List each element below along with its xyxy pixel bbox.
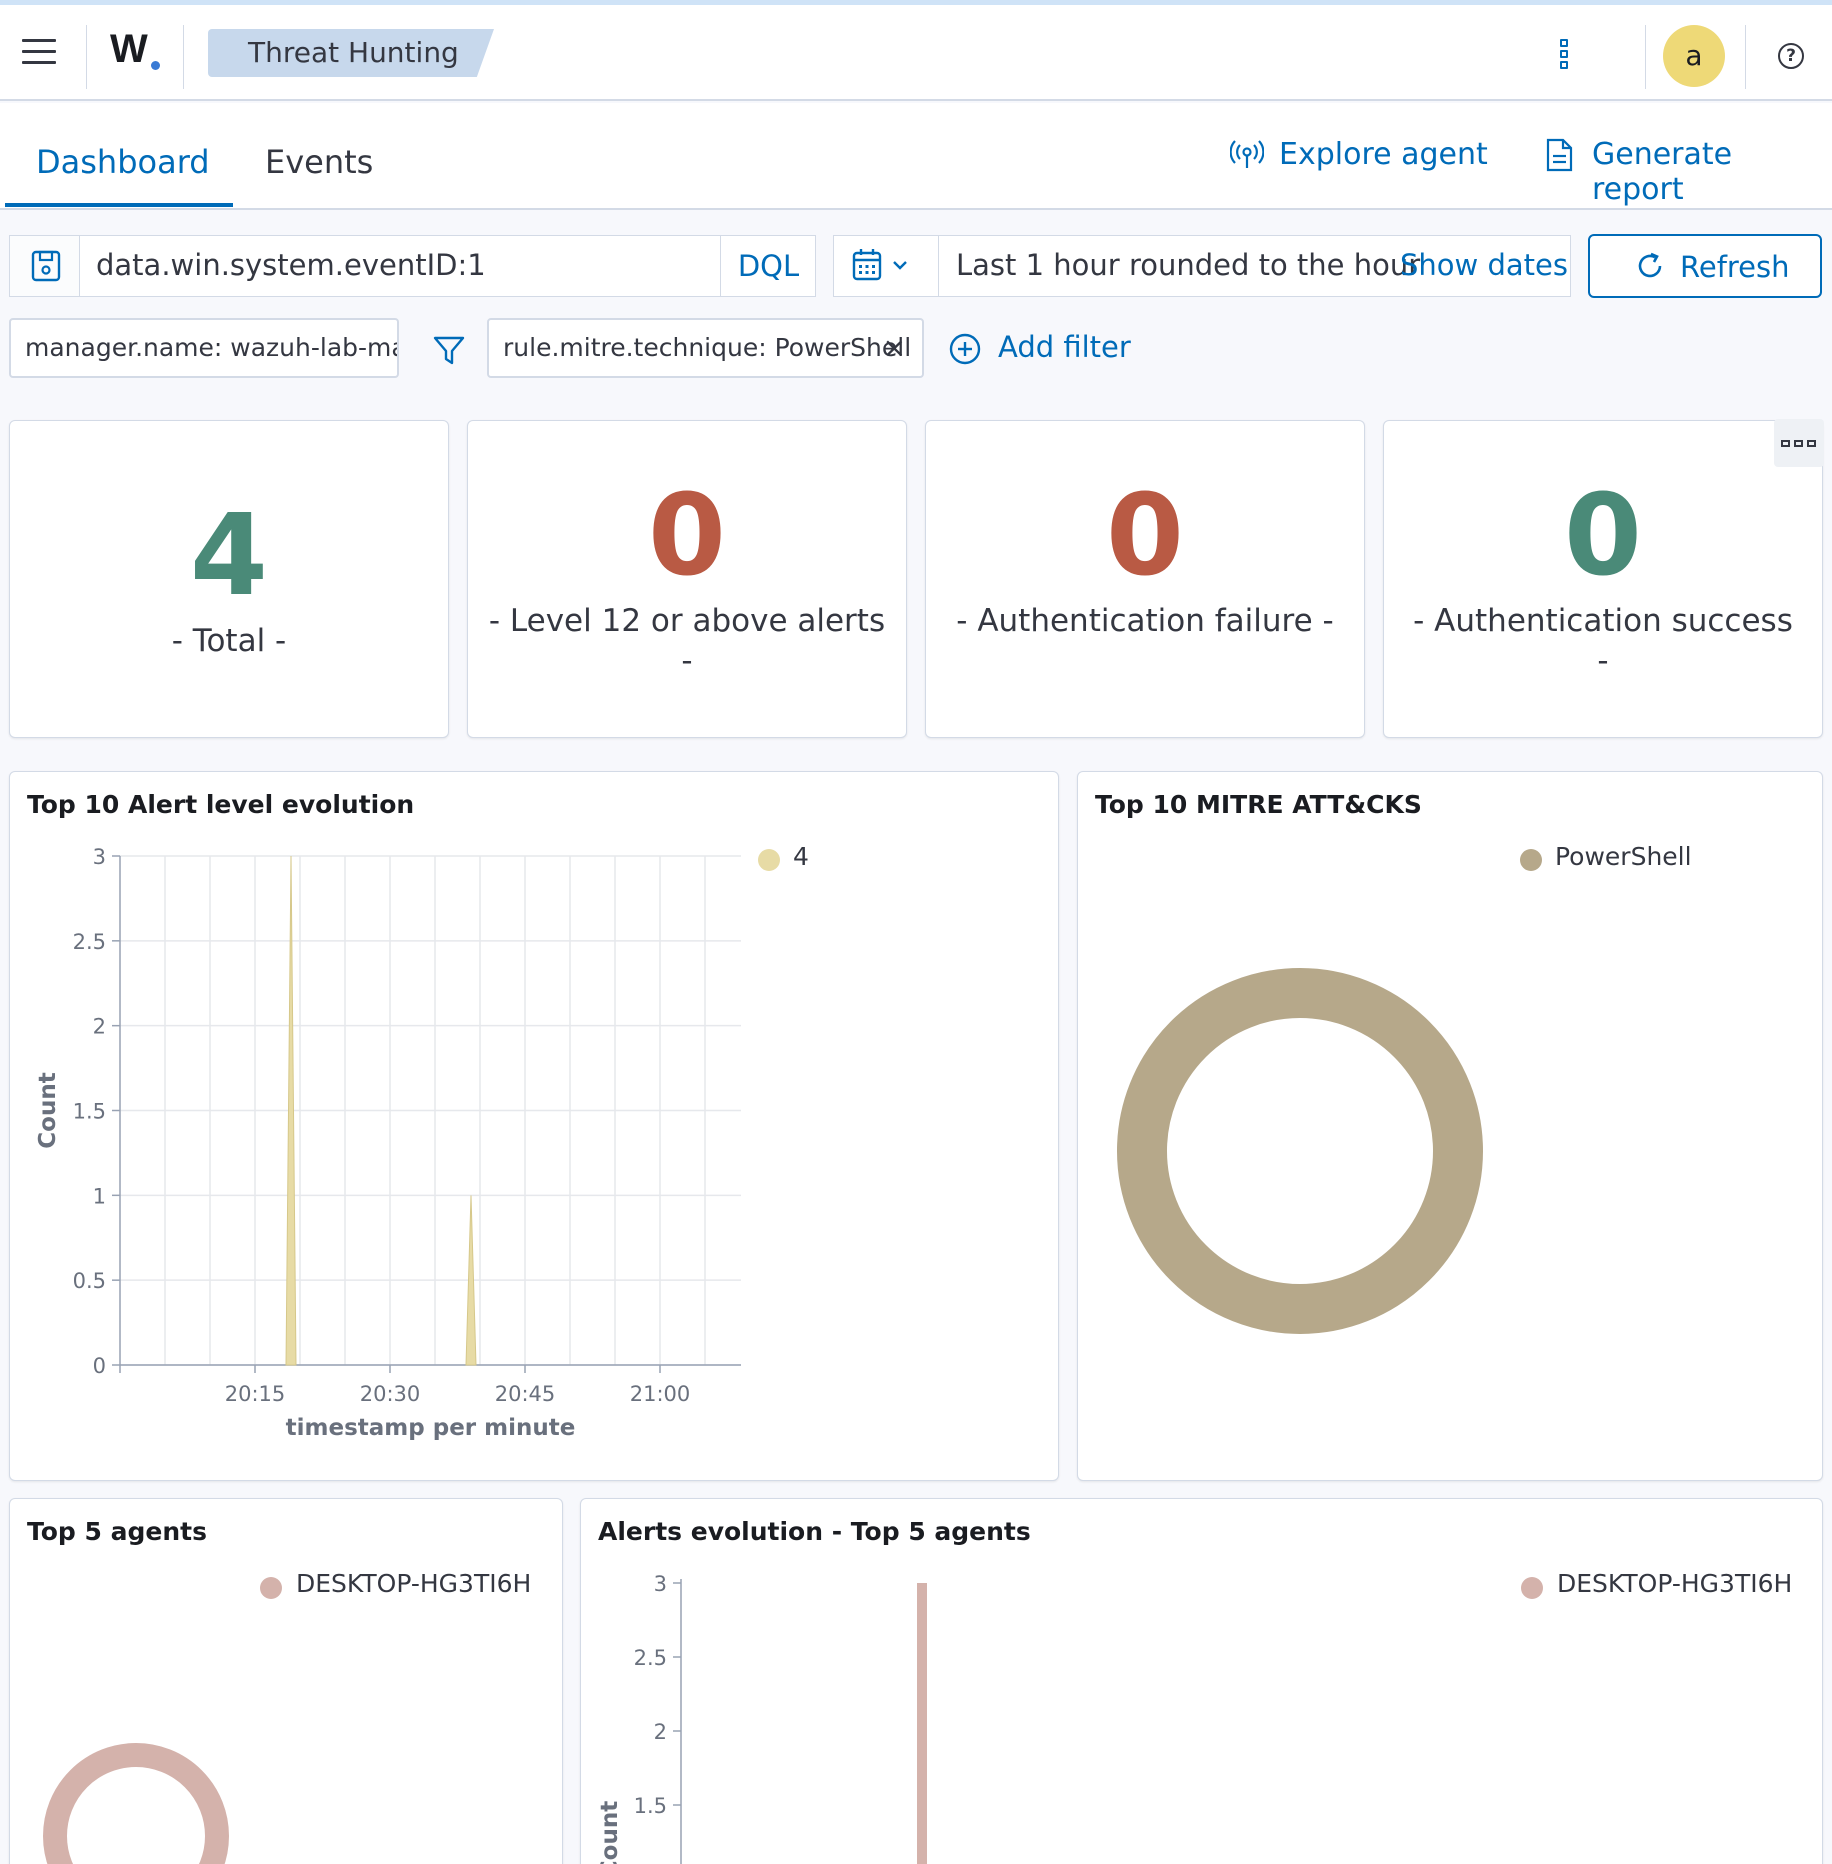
help-icon[interactable]: ? [1778,43,1804,69]
refresh-label: Refresh [1680,250,1790,284]
legend-label[interactable]: DESKTOP-HG3TI6H [296,1569,532,1598]
metric-card-auth-failure: 0 - Authentication failure - [925,420,1365,738]
panel-title: Top 5 agents [27,1517,207,1546]
mitre-donut-chart[interactable] [1078,772,1823,1481]
y-tick-label: 0.5 [73,1269,106,1293]
panel-options-button[interactable] [1774,419,1824,467]
calendar-icon [852,249,907,281]
y-tick-label: 2.5 [73,930,106,954]
header-divider [183,25,184,89]
y-tick-label: 0 [93,1354,106,1378]
filter-icon[interactable] [432,333,466,367]
panel-mitre-attacks: Top 10 MITRE ATT&CKS PowerShell [1077,771,1823,1481]
metric-label: - Authentication success - [1413,603,1793,679]
alert-level-chart[interactable]: 0 0.5 1 1.5 2 2.5 3 20:15 20:30 20:45 21:00 timesta… [10,772,1059,1481]
y-tick-label: 1.5 [73,1100,106,1124]
metric-value: 0 [1564,471,1642,601]
y-tick-label: 3 [93,845,106,869]
legend-dot [260,1577,282,1599]
legend-label[interactable]: DESKTOP-HG3TI6H [1557,1569,1793,1598]
header-divider [1745,25,1746,89]
active-tab-indicator [5,203,233,207]
top-accent-line [0,0,1832,5]
y-tick-label: 2.5 [634,1646,667,1670]
plus-circle-icon[interactable] [948,332,982,366]
y-tick-label: 1 [93,1184,106,1208]
legend-dot [1520,849,1542,871]
metric-value: 4 [190,491,268,621]
metric-card-auth-success: 0 - Authentication success - [1383,420,1823,738]
x-tick-label: 20:45 [495,1382,556,1406]
explore-agent-button[interactable]: Explore agent [1279,137,1488,172]
y-tick-label: 3 [654,1572,667,1596]
area-spike[interactable] [285,855,297,1366]
add-filter-button[interactable]: Add filter [998,330,1131,364]
agents-donut-chart[interactable] [10,1499,563,1864]
y-axis-label: Count [597,1801,623,1864]
metric-value: 0 [648,471,726,601]
legend-dot [1521,1577,1543,1599]
panel-agents-evolution: Alerts evolution - Top 5 agents DESKTOP-… [580,1498,1823,1864]
antenna-icon[interactable] [1230,138,1264,172]
app-header: W Threat Hunting a ? [0,5,1832,101]
time-range-label[interactable]: Last 1 hour rounded to the hour [956,248,1421,282]
search-input[interactable]: data.win.system.eventID:1 [96,248,486,282]
bar[interactable] [917,1583,927,1864]
metric-label: - Total - [171,623,287,659]
panel-top-agents: Top 5 agents DESKTOP-HG3TI6H [9,1498,563,1864]
more-options-icon[interactable] [1558,39,1570,73]
breadcrumb-threat-hunting[interactable]: Threat Hunting [208,29,494,77]
query-language-button[interactable]: DQL [720,236,816,296]
agents-evolution-chart[interactable]: 1.5 2 2.5 3 Count [581,1499,1823,1864]
y-tick-label: 2 [654,1720,667,1744]
legend-label[interactable]: PowerShell [1555,842,1692,871]
tab-dashboard[interactable]: Dashboard [36,143,210,181]
x-tick-label: 21:00 [630,1382,691,1406]
close-icon[interactable]: × [882,331,906,364]
app-logo[interactable]: W [110,27,148,71]
metric-label: - Authentication failure - [956,603,1334,639]
area-spike[interactable] [465,1195,477,1366]
panel-alert-level-evolution: Top 10 Alert level evolution 0 0.5 1 1.5 2 2.… [9,771,1059,1481]
donut-slice[interactable] [1117,968,1483,1334]
tab-events[interactable]: Events [265,143,374,181]
header-divider [1645,25,1646,89]
refresh-icon [1638,252,1662,278]
x-tick-label: 20:30 [360,1382,421,1406]
panel-title: Alerts evolution - Top 5 agents [598,1517,1031,1546]
filter-pill-label: rule.mitre.technique: PowerShell [503,333,912,362]
metric-card-total: 4 - Total - [9,420,449,738]
user-avatar[interactable]: a [1663,25,1725,87]
legend-dot [758,849,780,871]
generate-report-button[interactable]: Generate report [1592,137,1733,207]
panel-title: Top 10 MITRE ATT&CKS [1095,790,1422,819]
menu-icon[interactable] [22,39,56,65]
x-axis-label: timestamp per minute [286,1415,576,1441]
refresh-button[interactable]: Refresh [1588,234,1822,298]
y-tick-label: 2 [93,1015,106,1039]
legend-label[interactable]: 4 [793,842,809,871]
panel-title: Top 10 Alert level evolution [27,790,415,819]
time-picker: Last 1 hour rounded to the hour Show dat… [833,235,1571,297]
donut-slice[interactable] [43,1743,229,1864]
x-tick-label: 20:15 [225,1382,286,1406]
metric-card-level12: 0 - Level 12 or above alerts - [467,420,907,738]
metric-label: - Level 12 or above alerts - [488,603,886,679]
save-icon [31,250,61,282]
tabs-bar: Dashboard Events Explore agent Generate … [0,103,1832,210]
quick-menu-button[interactable] [834,236,939,296]
y-axis-label: Count [35,1072,61,1148]
header-divider [86,25,87,89]
query-bar: data.win.system.eventID:1 DQL [9,235,816,297]
document-icon[interactable] [1542,138,1576,172]
saved-query-button[interactable] [10,236,80,296]
show-dates-link[interactable]: Show dates [1400,248,1568,282]
metric-value: 0 [1106,471,1184,601]
filter-pill-manager[interactable]: manager.name: wazuh-lab-mac [9,318,399,378]
filter-pill-mitre[interactable]: rule.mitre.technique: PowerShell × [487,318,924,378]
y-tick-label: 1.5 [634,1794,667,1818]
logo-dot [151,61,160,70]
